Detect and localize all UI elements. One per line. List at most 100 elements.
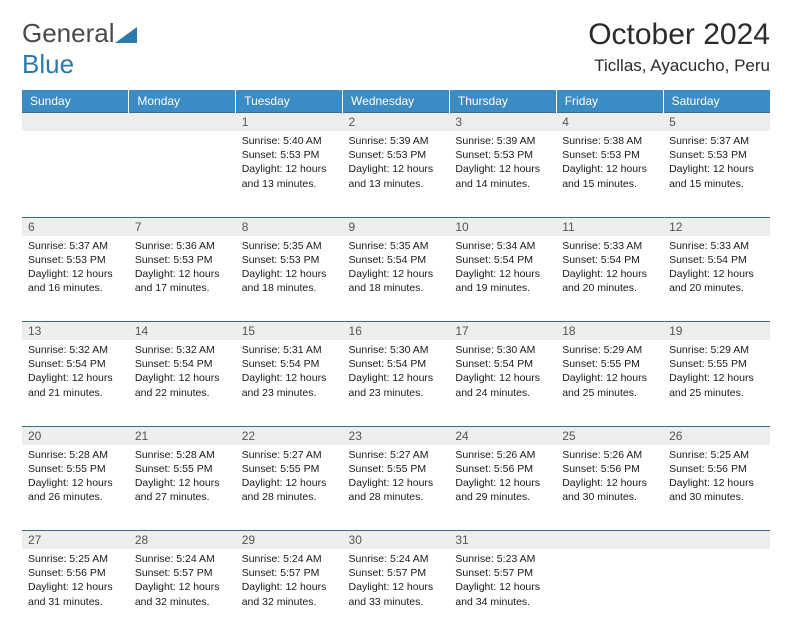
day-number-cell: 19 — [663, 322, 770, 341]
day-number: 4 — [556, 113, 663, 131]
day-body-cell: Sunrise: 5:28 AMSunset: 5:55 PMDaylight:… — [129, 445, 236, 531]
weekday-header: Wednesday — [343, 90, 450, 113]
day-number: 14 — [129, 322, 236, 340]
day-number: 31 — [449, 531, 556, 549]
day-number-cell: 6 — [22, 217, 129, 236]
day-number-cell — [556, 531, 663, 550]
day-number: 8 — [236, 218, 343, 236]
day-number-cell: 2 — [343, 113, 450, 132]
day-body-cell: Sunrise: 5:23 AMSunset: 5:57 PMDaylight:… — [449, 549, 556, 635]
day-text: Sunrise: 5:30 AMSunset: 5:54 PMDaylight:… — [343, 340, 450, 406]
weekday-header: Thursday — [449, 90, 556, 113]
day-number: 9 — [343, 218, 450, 236]
logo-text-general: General — [22, 18, 115, 48]
day-number-cell: 8 — [236, 217, 343, 236]
day-body-cell: Sunrise: 5:30 AMSunset: 5:54 PMDaylight:… — [449, 340, 556, 426]
day-text: Sunrise: 5:31 AMSunset: 5:54 PMDaylight:… — [236, 340, 343, 406]
day-text: Sunrise: 5:37 AMSunset: 5:53 PMDaylight:… — [663, 131, 770, 197]
day-number-cell: 31 — [449, 531, 556, 550]
day-body-cell — [129, 131, 236, 217]
day-number: 7 — [129, 218, 236, 236]
day-number-cell: 27 — [22, 531, 129, 550]
day-text: Sunrise: 5:29 AMSunset: 5:55 PMDaylight:… — [556, 340, 663, 406]
day-number-cell: 22 — [236, 426, 343, 445]
day-number: 30 — [343, 531, 450, 549]
logo-text-blue: Blue — [22, 49, 74, 79]
day-text: Sunrise: 5:37 AMSunset: 5:53 PMDaylight:… — [22, 236, 129, 302]
day-text: Sunrise: 5:24 AMSunset: 5:57 PMDaylight:… — [236, 549, 343, 615]
day-text: Sunrise: 5:24 AMSunset: 5:57 PMDaylight:… — [343, 549, 450, 615]
day-number-cell: 13 — [22, 322, 129, 341]
day-text: Sunrise: 5:35 AMSunset: 5:53 PMDaylight:… — [236, 236, 343, 302]
day-number: 19 — [663, 322, 770, 340]
day-body-row: Sunrise: 5:28 AMSunset: 5:55 PMDaylight:… — [22, 445, 770, 531]
day-number-cell: 15 — [236, 322, 343, 341]
day-body-cell: Sunrise: 5:37 AMSunset: 5:53 PMDaylight:… — [22, 236, 129, 322]
day-number: 2 — [343, 113, 450, 131]
calendar-table: SundayMondayTuesdayWednesdayThursdayFrid… — [22, 90, 770, 635]
day-body-cell: Sunrise: 5:29 AMSunset: 5:55 PMDaylight:… — [556, 340, 663, 426]
day-body-cell — [556, 549, 663, 635]
day-number-cell: 24 — [449, 426, 556, 445]
day-text: Sunrise: 5:38 AMSunset: 5:53 PMDaylight:… — [556, 131, 663, 197]
day-body-cell: Sunrise: 5:38 AMSunset: 5:53 PMDaylight:… — [556, 131, 663, 217]
day-body-cell: Sunrise: 5:28 AMSunset: 5:55 PMDaylight:… — [22, 445, 129, 531]
day-number-cell: 29 — [236, 531, 343, 550]
day-number-cell: 14 — [129, 322, 236, 341]
day-text: Sunrise: 5:28 AMSunset: 5:55 PMDaylight:… — [22, 445, 129, 511]
logo-triangle-icon — [115, 27, 137, 43]
day-text: Sunrise: 5:35 AMSunset: 5:54 PMDaylight:… — [343, 236, 450, 302]
day-number-cell: 17 — [449, 322, 556, 341]
weekday-header: Friday — [556, 90, 663, 113]
day-number-cell: 5 — [663, 113, 770, 132]
day-number: 25 — [556, 427, 663, 445]
day-body-cell — [663, 549, 770, 635]
day-text: Sunrise: 5:27 AMSunset: 5:55 PMDaylight:… — [236, 445, 343, 511]
day-number-cell: 21 — [129, 426, 236, 445]
day-body-row: Sunrise: 5:25 AMSunset: 5:56 PMDaylight:… — [22, 549, 770, 635]
day-body-cell: Sunrise: 5:34 AMSunset: 5:54 PMDaylight:… — [449, 236, 556, 322]
day-number-cell: 9 — [343, 217, 450, 236]
logo-text: GeneralBlue — [22, 18, 137, 80]
day-body-cell: Sunrise: 5:36 AMSunset: 5:53 PMDaylight:… — [129, 236, 236, 322]
day-text: Sunrise: 5:26 AMSunset: 5:56 PMDaylight:… — [556, 445, 663, 511]
weekday-header-row: SundayMondayTuesdayWednesdayThursdayFrid… — [22, 90, 770, 113]
day-number-cell: 10 — [449, 217, 556, 236]
day-number: 24 — [449, 427, 556, 445]
day-body-cell: Sunrise: 5:33 AMSunset: 5:54 PMDaylight:… — [663, 236, 770, 322]
day-number: 12 — [663, 218, 770, 236]
day-text: Sunrise: 5:29 AMSunset: 5:55 PMDaylight:… — [663, 340, 770, 406]
day-number-cell: 12 — [663, 217, 770, 236]
day-number-row: 6789101112 — [22, 217, 770, 236]
day-body-cell: Sunrise: 5:35 AMSunset: 5:54 PMDaylight:… — [343, 236, 450, 322]
day-body-cell: Sunrise: 5:27 AMSunset: 5:55 PMDaylight:… — [236, 445, 343, 531]
day-text: Sunrise: 5:40 AMSunset: 5:53 PMDaylight:… — [236, 131, 343, 197]
day-text: Sunrise: 5:25 AMSunset: 5:56 PMDaylight:… — [22, 549, 129, 615]
day-number: 20 — [22, 427, 129, 445]
day-body-cell: Sunrise: 5:26 AMSunset: 5:56 PMDaylight:… — [556, 445, 663, 531]
day-body-row: Sunrise: 5:37 AMSunset: 5:53 PMDaylight:… — [22, 236, 770, 322]
weekday-header: Tuesday — [236, 90, 343, 113]
day-number: 18 — [556, 322, 663, 340]
day-number-cell: 3 — [449, 113, 556, 132]
day-body-cell: Sunrise: 5:30 AMSunset: 5:54 PMDaylight:… — [343, 340, 450, 426]
day-number-cell: 1 — [236, 113, 343, 132]
day-number: 21 — [129, 427, 236, 445]
day-number-row: 2728293031 — [22, 531, 770, 550]
day-text: Sunrise: 5:32 AMSunset: 5:54 PMDaylight:… — [22, 340, 129, 406]
day-text: Sunrise: 5:27 AMSunset: 5:55 PMDaylight:… — [343, 445, 450, 511]
header: GeneralBlue October 2024 Ticllas, Ayacuc… — [22, 18, 770, 80]
day-number-cell: 30 — [343, 531, 450, 550]
day-number-cell: 25 — [556, 426, 663, 445]
day-text: Sunrise: 5:26 AMSunset: 5:56 PMDaylight:… — [449, 445, 556, 511]
logo: GeneralBlue — [22, 18, 137, 80]
day-text: Sunrise: 5:39 AMSunset: 5:53 PMDaylight:… — [343, 131, 450, 197]
day-text: Sunrise: 5:25 AMSunset: 5:56 PMDaylight:… — [663, 445, 770, 511]
day-number: 1 — [236, 113, 343, 131]
day-number: 11 — [556, 218, 663, 236]
day-body-cell: Sunrise: 5:25 AMSunset: 5:56 PMDaylight:… — [22, 549, 129, 635]
day-number: 28 — [129, 531, 236, 549]
calendar-body: 12345Sunrise: 5:40 AMSunset: 5:53 PMDayl… — [22, 113, 770, 635]
day-text: Sunrise: 5:30 AMSunset: 5:54 PMDaylight:… — [449, 340, 556, 406]
day-text: Sunrise: 5:23 AMSunset: 5:57 PMDaylight:… — [449, 549, 556, 615]
